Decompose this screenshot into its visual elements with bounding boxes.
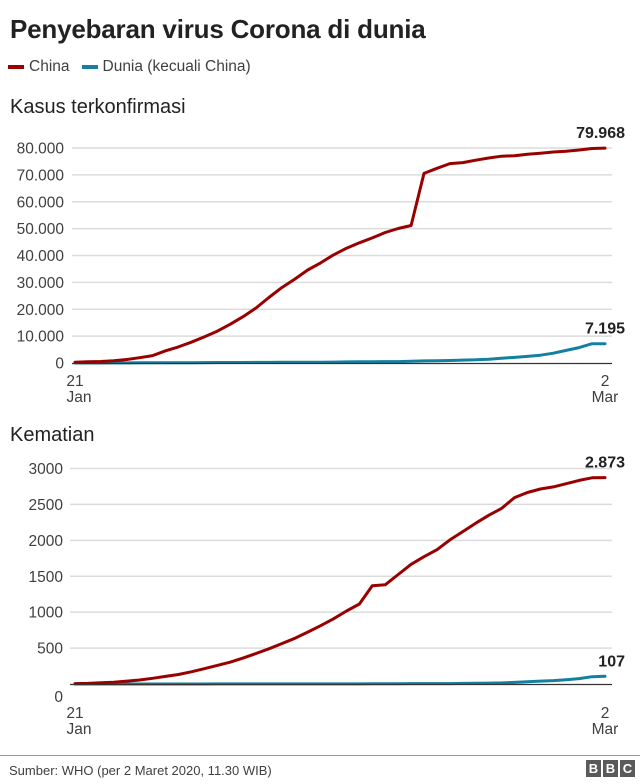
y-tick-label: 70.000	[17, 167, 65, 184]
x-tick-label-start: 21	[66, 705, 83, 722]
bbc-logo-letter: C	[620, 760, 635, 777]
x-tick-label-start: Jan	[67, 721, 92, 738]
legend: China Dunia (kecuali China)	[8, 58, 263, 76]
x-tick-label-start: Jan	[67, 389, 92, 406]
x-tick-label-end: Mar	[592, 721, 619, 738]
chart-title-cases: Kasus terkonfirmasi	[10, 96, 186, 118]
legend-label-china: China	[29, 58, 70, 75]
y-tick-label: 0	[55, 356, 64, 373]
y-tick-label: 80.000	[17, 141, 65, 158]
end-value-label: 7.195	[585, 321, 625, 338]
y-tick-label: 60.000	[17, 194, 65, 211]
y-tick-label: 20.000	[17, 302, 65, 319]
y-tick-label: 500	[37, 641, 63, 658]
legend-item-world: Dunia (kecuali China)	[81, 58, 251, 76]
footer-divider	[0, 755, 640, 756]
y-tick-label: 10.000	[17, 329, 65, 346]
bbc-logo-letter: B	[603, 760, 618, 777]
end-value-label: 2.873	[585, 455, 625, 472]
series-line-china	[73, 476, 607, 686]
bbc-logo: B B C	[584, 760, 635, 777]
series-line-world	[73, 342, 607, 365]
legend-swatch-china	[8, 65, 24, 69]
legend-label-world: Dunia (kecuali China)	[102, 58, 251, 75]
y-tick-label: 30.000	[17, 275, 65, 292]
cases-chart: 0 10.000 20.000 30.000 40.000 50.000 60.000 70.…	[17, 125, 626, 406]
y-tick-label: 1500	[29, 569, 64, 586]
end-value-label: 107	[598, 653, 625, 670]
y-tick-label: 2500	[29, 497, 64, 514]
y-tick-label: 3000	[29, 461, 64, 478]
x-tick-label-end: 2	[601, 373, 610, 390]
x-tick-label-end: Mar	[592, 389, 619, 406]
legend-item-china: China	[8, 58, 70, 76]
y-tick-label: 50.000	[17, 221, 65, 238]
y-tick-label: 1000	[29, 605, 64, 622]
end-value-label: 79.968	[576, 125, 625, 142]
y-tick-label: 40.000	[17, 248, 65, 265]
y-tick-label: 2000	[29, 533, 64, 550]
x-tick-label-end: 2	[601, 705, 610, 722]
x-tick-label-start: 21	[66, 373, 83, 390]
page-title: Penyebaran virus Corona di dunia	[10, 14, 426, 44]
source-note: Sumber: WHO (per 2 Maret 2020, 11.30 WIB…	[9, 763, 272, 778]
series-line-china	[73, 146, 607, 364]
y-tick-label: 0	[54, 689, 63, 706]
legend-swatch-world	[81, 65, 98, 69]
bbc-logo-letter: B	[586, 760, 601, 777]
chart-title-deaths: Kematian	[10, 424, 95, 446]
